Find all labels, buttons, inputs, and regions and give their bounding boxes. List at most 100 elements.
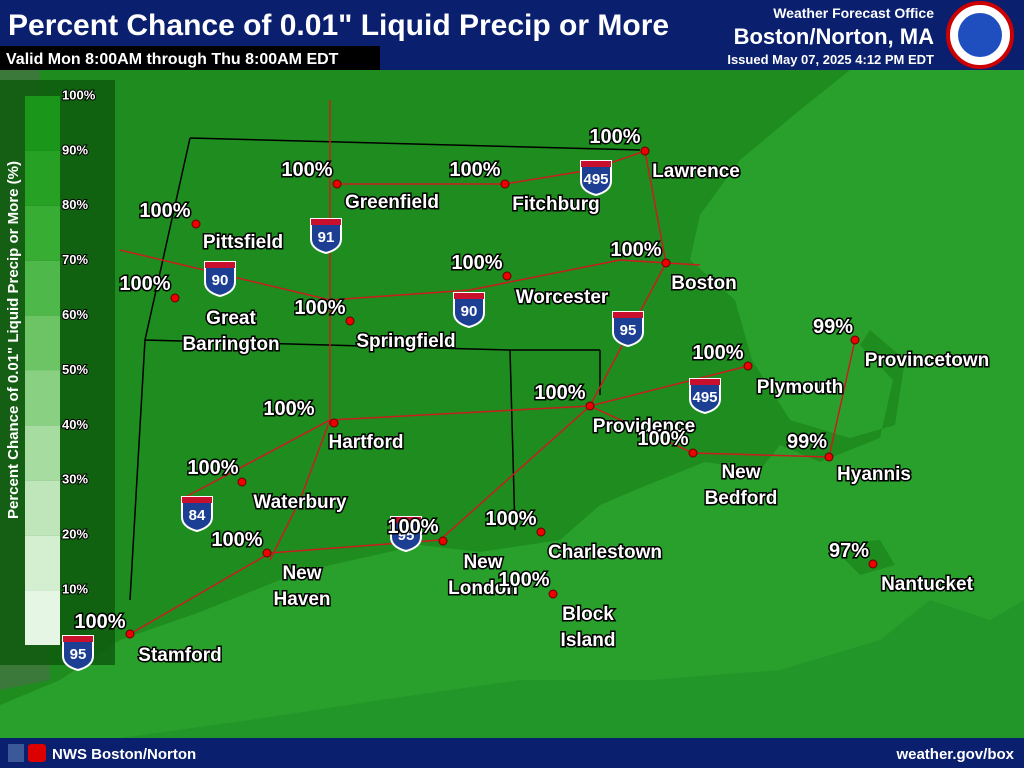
legend-swatch xyxy=(25,315,60,371)
interstate-number: 95 xyxy=(70,646,87,663)
interstate-number: 95 xyxy=(620,322,637,339)
legend-tick: 80% xyxy=(62,197,88,212)
legend-tick: 10% xyxy=(62,582,88,597)
footer-left: NWS Boston/Norton xyxy=(52,746,196,763)
city-value: 100% xyxy=(589,126,640,148)
city-dot xyxy=(640,146,650,156)
city-dot xyxy=(125,629,135,639)
interstate-shield xyxy=(453,292,485,329)
youtube-icon[interactable] xyxy=(28,744,46,762)
city-value: 100% xyxy=(263,398,314,420)
city-name: Haven xyxy=(273,589,330,610)
city-value: 99% xyxy=(787,431,827,453)
city-dot xyxy=(661,258,671,268)
city-name: Providence xyxy=(593,416,695,437)
city-value: 100% xyxy=(211,529,262,551)
legend-swatch xyxy=(25,96,60,151)
interstate-number: 84 xyxy=(189,507,206,524)
city-value: 100% xyxy=(449,159,500,181)
city-name: Island xyxy=(561,630,616,651)
title: Percent Chance of 0.01" Liquid Precip or… xyxy=(8,9,669,42)
nws-logo-inner xyxy=(958,13,1002,57)
interstate-shield xyxy=(612,311,644,348)
interstate-number: 90 xyxy=(212,272,229,289)
issued: Issued May 07, 2025 4:12 PM EDT xyxy=(727,52,934,67)
city-name: Plymouth xyxy=(757,377,844,398)
interstate-number: 95 xyxy=(398,527,415,544)
legend-tick: 100% xyxy=(62,87,96,102)
shield-top xyxy=(63,636,93,642)
legend-swatch xyxy=(25,370,60,426)
legend-swatch xyxy=(25,425,60,481)
city-dot xyxy=(262,548,272,558)
interstate-shield xyxy=(62,635,94,672)
city-name: New xyxy=(282,563,321,584)
footer-right[interactable]: weather.gov/box xyxy=(895,746,1014,763)
interstate-number: 90 xyxy=(461,303,478,320)
city-dot xyxy=(345,316,355,326)
legend-tick: 40% xyxy=(62,417,88,432)
city-value: 100% xyxy=(498,569,549,591)
city-dot xyxy=(548,589,558,599)
city-name: Hartford xyxy=(329,432,404,453)
city-name: Springfield xyxy=(356,331,455,352)
city-name: Block xyxy=(562,604,614,625)
legend-tick: 30% xyxy=(62,472,88,487)
city-name: Charlestown xyxy=(548,542,662,563)
office-location: Boston/Norton, MA xyxy=(734,24,935,49)
city-dot xyxy=(868,559,878,569)
shield-top xyxy=(391,517,421,523)
city-name: Waterbury xyxy=(253,492,347,513)
interstate-shield xyxy=(204,261,236,298)
city-name: Provincetown xyxy=(865,350,990,371)
city-value: 100% xyxy=(692,342,743,364)
land xyxy=(0,70,905,705)
shield-top xyxy=(454,293,484,299)
city-name: Bedford xyxy=(705,488,778,509)
city-name: Worcester xyxy=(516,287,609,308)
city-value: 97% xyxy=(829,540,869,562)
city-name: Hyannis xyxy=(837,464,911,485)
legend-swatch xyxy=(25,260,60,316)
interstate-shield xyxy=(580,160,612,197)
city-value: 100% xyxy=(74,611,125,633)
city-dot xyxy=(850,335,860,345)
city-name: Nantucket xyxy=(881,574,974,595)
city-name: Stamford xyxy=(138,645,221,666)
shield-top xyxy=(613,312,643,318)
legend-title: Percent Chance of 0.01" Liquid Precip or… xyxy=(5,161,22,519)
city-dot xyxy=(332,179,342,189)
legend-tick: 20% xyxy=(62,527,88,542)
state-borders xyxy=(129,137,641,601)
subtitle-bar xyxy=(0,46,380,70)
city-dot xyxy=(438,536,448,546)
city-name: New xyxy=(721,462,760,483)
legend-swatch xyxy=(25,150,60,206)
city-dot xyxy=(170,293,180,303)
legend-tick: 50% xyxy=(62,362,88,377)
shield-top xyxy=(311,219,341,225)
city-name: Pittsfield xyxy=(203,232,283,253)
city-dot xyxy=(191,219,201,229)
city-dot xyxy=(824,452,834,462)
city-name: Great xyxy=(206,308,256,329)
city-name: New xyxy=(463,552,502,573)
city-name: Greenfield xyxy=(345,192,439,213)
legend-swatch xyxy=(25,535,60,591)
city-dot xyxy=(237,477,247,487)
city-value: 100% xyxy=(187,457,238,479)
city-dot xyxy=(502,271,512,281)
city-name: Boston xyxy=(671,273,736,294)
interstate-shield xyxy=(689,378,721,415)
city-value: 100% xyxy=(119,273,170,295)
city-value: 100% xyxy=(534,382,585,404)
interstate-number: 495 xyxy=(692,389,717,406)
city-value: 100% xyxy=(637,428,688,450)
facebook-icon[interactable] xyxy=(8,744,24,762)
shield-top xyxy=(690,379,720,385)
legend-tick: 60% xyxy=(62,307,88,322)
city-dot xyxy=(536,527,546,537)
city-name: London xyxy=(448,578,518,599)
city-dot xyxy=(743,361,753,371)
